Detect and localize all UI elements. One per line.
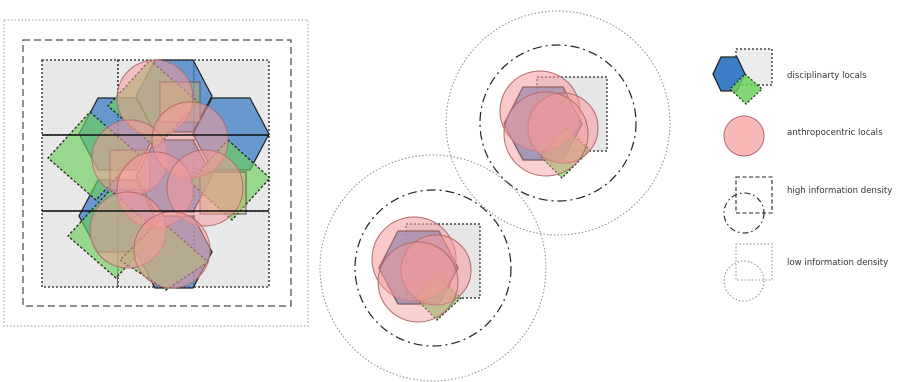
circle	[503, 91, 589, 177]
legend-high-density-label: high information density	[787, 186, 893, 196]
anthropocentric-locals-icon	[723, 115, 765, 157]
outer-dotted-ring	[319, 154, 547, 382]
legend-disciplinary-label: disciplinarty locals	[787, 71, 867, 81]
legend-anthropocentric-label: anthropocentric locals	[787, 128, 883, 138]
circle	[166, 149, 244, 227]
high-density-icon	[723, 176, 773, 234]
circle	[377, 241, 459, 323]
outer-dotted-ring	[445, 10, 671, 236]
grid-lines	[42, 134, 269, 212]
circle	[400, 234, 472, 306]
inner-dashed-frame	[22, 39, 292, 307]
cluster-lower	[319, 154, 547, 382]
legend-icons	[712, 48, 773, 302]
low-density-icon	[723, 243, 773, 302]
circle	[133, 211, 211, 289]
inner-dashed-ring	[354, 189, 512, 347]
dense-grid-panel	[3, 19, 309, 327]
disciplinary-locals-icon	[712, 48, 773, 105]
cluster-upper	[445, 10, 671, 236]
legend-low-density-label: low information density	[787, 258, 889, 268]
outer-dotted-frame	[3, 19, 309, 327]
inner-dashed-ring	[479, 44, 637, 202]
